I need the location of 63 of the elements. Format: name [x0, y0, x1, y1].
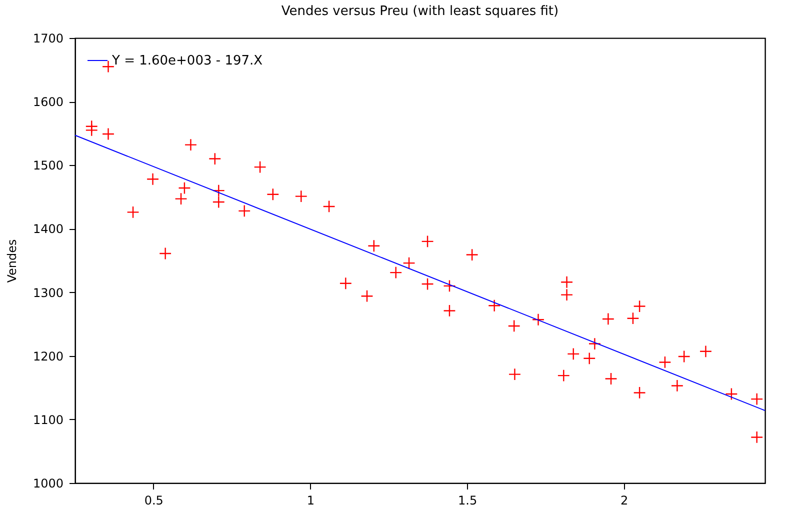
point: [750, 430, 764, 444]
point: [178, 182, 191, 194]
point: [208, 152, 222, 166]
point: [421, 278, 434, 290]
point: [159, 247, 172, 260]
point: [466, 248, 478, 262]
point: [368, 240, 380, 252]
point: [560, 276, 574, 288]
point: [699, 345, 712, 358]
point: [402, 256, 416, 270]
point: [212, 184, 225, 197]
point: [421, 235, 434, 248]
x-tick-label: 1.5: [458, 494, 478, 508]
point: [254, 160, 266, 174]
point: [560, 288, 574, 302]
point: [626, 312, 640, 325]
legend-label: Y = 1.60e+003 - 197.X: [111, 54, 263, 68]
point: [588, 337, 601, 350]
point: [126, 206, 140, 218]
point: [390, 266, 402, 279]
point: [567, 348, 580, 360]
point: [184, 138, 198, 152]
point: [658, 356, 672, 369]
point: [670, 379, 684, 392]
point: [146, 172, 160, 186]
point: [443, 304, 456, 318]
point: [633, 386, 646, 400]
x-tick-label: 0.5: [144, 494, 164, 508]
chart-title: Vendes versus Preu (with least squares fit): [281, 4, 559, 19]
point: [532, 313, 545, 326]
x-tick-label: 1: [306, 494, 315, 508]
point: [725, 388, 738, 400]
point: [238, 204, 251, 218]
y-tick-label: 1500: [32, 158, 64, 173]
point: [508, 320, 520, 332]
point: [488, 299, 501, 312]
point: [212, 196, 225, 208]
point: [508, 368, 522, 381]
point: [85, 124, 98, 136]
point: [583, 352, 596, 365]
y-tick-label: 1300: [32, 286, 64, 300]
point: [750, 392, 764, 406]
point: [678, 350, 690, 363]
x-tick-label: 2: [620, 494, 628, 508]
y-axis-title: Vendes: [4, 239, 19, 283]
point: [174, 192, 188, 206]
y-tick-label: 1400: [32, 222, 64, 236]
y-tick-label: 1600: [32, 95, 64, 110]
point: [266, 188, 280, 201]
y-tick-label: 1700: [32, 32, 64, 46]
y-tick-label: 1200: [32, 349, 64, 364]
y-tick-label: 1000: [32, 476, 64, 490]
point: [633, 300, 646, 313]
point: [557, 369, 570, 382]
y-tick-label: 1100: [32, 412, 64, 427]
point: [294, 190, 308, 203]
point: [339, 277, 352, 290]
point: [443, 280, 456, 292]
point: [102, 128, 115, 140]
point: [360, 290, 374, 302]
point: [322, 200, 336, 213]
point: [602, 312, 614, 326]
point: [604, 372, 618, 386]
